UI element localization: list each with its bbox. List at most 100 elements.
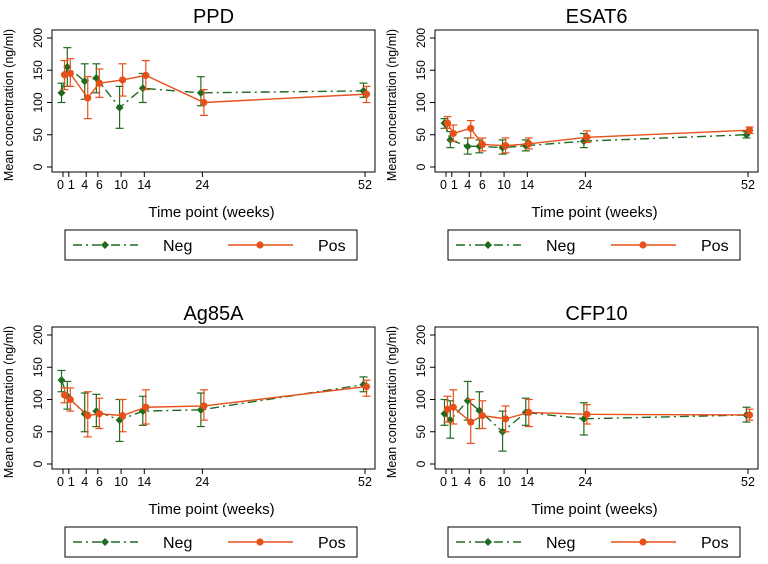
legend-marker-pos — [639, 241, 647, 249]
series-line — [446, 122, 750, 147]
data-point — [95, 410, 103, 418]
x-axis-label: Time point (weeks) — [148, 204, 274, 221]
legend-label-neg: Neg — [546, 238, 575, 255]
data-point — [362, 90, 371, 98]
data-point — [583, 410, 591, 418]
data-point — [463, 396, 472, 405]
data-point — [118, 412, 127, 420]
y-tick-label: 200 — [414, 325, 428, 345]
data-point — [60, 71, 69, 79]
legend-marker-neg — [101, 241, 109, 249]
data-point — [115, 103, 124, 112]
y-tick-label: 0 — [414, 163, 428, 170]
y-axis-label: Mean concentration (ng/ml) — [2, 29, 16, 181]
legend-marker-pos — [256, 241, 264, 249]
data-point — [449, 403, 457, 411]
data-point — [525, 408, 533, 416]
x-axis-label: Time point (weeks) — [148, 501, 274, 518]
data-point — [583, 133, 591, 141]
x-tick-label: 52 — [741, 178, 755, 192]
x-tick-label: 6 — [96, 475, 103, 489]
x-tick-label: 6 — [479, 475, 486, 489]
x-tick-label: 14 — [520, 178, 534, 192]
data-point — [84, 412, 92, 420]
y-tick-label: 100 — [31, 389, 45, 409]
x-tick-label: 24 — [578, 178, 592, 192]
x-tick-label: 10 — [114, 178, 128, 192]
series-pos — [443, 116, 754, 154]
chart-title: CFP10 — [565, 303, 627, 325]
data-point — [478, 412, 486, 420]
y-tick-label: 150 — [414, 357, 428, 377]
legend: Neg Pos — [447, 526, 741, 558]
chart-title: PPD — [193, 6, 234, 28]
legend-marker-neg — [101, 538, 109, 546]
x-tick-label: 24 — [578, 475, 592, 489]
y-tick-label: 100 — [414, 389, 428, 409]
data-point — [449, 129, 457, 138]
data-point — [463, 142, 472, 151]
data-point — [443, 405, 452, 413]
x-tick-label: 4 — [464, 178, 471, 192]
x-tick-label: 14 — [520, 475, 534, 489]
data-point — [467, 418, 475, 426]
data-point — [501, 415, 510, 423]
series-neg — [57, 47, 368, 129]
series-pos — [443, 389, 754, 444]
data-point — [118, 76, 127, 84]
data-point — [501, 142, 510, 150]
y-tick-label: 50 — [414, 128, 428, 142]
x-tick-label: 14 — [137, 178, 151, 192]
legend-label-neg: Neg — [163, 238, 192, 255]
data-point — [60, 391, 69, 399]
series-neg — [57, 369, 368, 443]
x-tick-label: 52 — [358, 178, 372, 192]
series-line — [60, 65, 364, 109]
legend-label-neg: Neg — [163, 535, 192, 552]
legend-marker-pos — [256, 538, 264, 546]
series-pos — [60, 379, 371, 438]
data-point — [475, 406, 484, 415]
data-point — [200, 402, 208, 410]
x-tick-label: 4 — [81, 475, 88, 489]
legend: Neg Pos — [64, 526, 358, 558]
data-point — [95, 79, 103, 87]
x-axis-label: Time point (weeks) — [531, 501, 657, 518]
chart-title: ESAT6 — [566, 6, 628, 28]
legend-marker-neg — [484, 241, 492, 249]
data-point — [525, 140, 533, 148]
y-axis-label: Mean concentration (ng/ml) — [385, 326, 399, 478]
data-point — [142, 71, 150, 80]
data-point — [138, 407, 147, 416]
y-tick-label: 100 — [31, 92, 45, 112]
data-point — [57, 88, 66, 97]
series-line — [64, 385, 367, 417]
data-point — [579, 414, 588, 423]
y-tick-label: 200 — [31, 325, 45, 345]
data-point — [138, 84, 147, 93]
series-line — [64, 72, 367, 104]
x-tick-label: 10 — [114, 475, 128, 489]
x-tick-label: 1 — [68, 475, 75, 489]
data-point — [362, 383, 371, 391]
y-axis-label: Mean concentration (ng/ml) — [2, 326, 16, 478]
data-point — [66, 395, 74, 404]
data-point — [446, 416, 455, 425]
y-tick-label: 0 — [31, 460, 45, 467]
x-tick-label: 14 — [137, 475, 151, 489]
x-tick-label: 52 — [741, 475, 755, 489]
data-point — [200, 98, 208, 107]
legend: Neg Pos — [64, 229, 358, 261]
plot-frame — [434, 326, 759, 470]
plot-frame — [434, 29, 759, 173]
data-point — [84, 94, 92, 102]
series-line — [447, 406, 750, 423]
data-point — [443, 119, 452, 127]
data-point — [467, 124, 475, 132]
data-point — [196, 88, 205, 97]
x-tick-label: 10 — [497, 475, 511, 489]
data-point — [446, 135, 455, 144]
